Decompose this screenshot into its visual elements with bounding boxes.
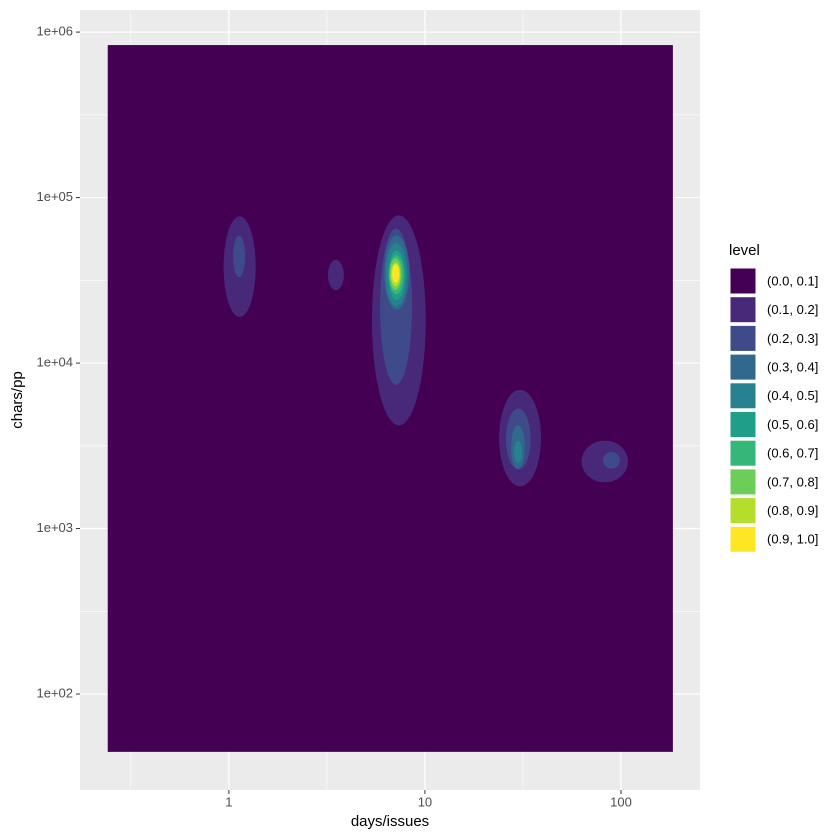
x-tick-label: 10 bbox=[418, 794, 432, 809]
y-tick-label: 1e+05 bbox=[36, 189, 73, 204]
legend-label: (0.3, 0.4] bbox=[767, 360, 818, 375]
legend-label: (0.9, 1.0] bbox=[767, 532, 818, 547]
legend-label: (0.2, 0.3] bbox=[767, 331, 818, 346]
legend-label: (0.7, 0.8] bbox=[767, 474, 818, 489]
y-tick-label: 1e+06 bbox=[36, 24, 73, 39]
legend-key bbox=[729, 439, 757, 467]
density-contour bbox=[514, 440, 523, 463]
y-tick-label: 1e+04 bbox=[36, 354, 73, 369]
legend-label: (0.8, 0.9] bbox=[767, 503, 818, 518]
y-tick-label: 1e+03 bbox=[36, 520, 73, 535]
x-tick-label: 100 bbox=[610, 794, 632, 809]
y-tick-label: 1e+02 bbox=[36, 685, 73, 700]
density-contour bbox=[233, 235, 246, 278]
legend-label: (0.6, 0.7] bbox=[767, 446, 818, 461]
density-contour bbox=[392, 264, 400, 283]
legend-label: (0.1, 0.2] bbox=[767, 302, 818, 317]
x-tick-label: 1 bbox=[225, 794, 232, 809]
legend-label: (0.0, 0.1] bbox=[767, 273, 818, 288]
legend-key bbox=[729, 324, 757, 352]
legend-key bbox=[729, 468, 757, 496]
legend-key bbox=[729, 353, 757, 381]
legend-key bbox=[729, 497, 757, 525]
legend-key bbox=[729, 382, 757, 410]
legend-key bbox=[729, 267, 757, 295]
legend-label: (0.5, 0.6] bbox=[767, 417, 818, 432]
legend-label: (0.4, 0.5] bbox=[767, 388, 818, 403]
legend-key bbox=[729, 411, 757, 438]
legend-key bbox=[729, 525, 757, 553]
legend-title: level bbox=[729, 242, 760, 259]
density-contour bbox=[327, 259, 344, 291]
density-contour bbox=[603, 452, 620, 469]
legend-key bbox=[729, 296, 757, 324]
x-axis-title: days/issues bbox=[351, 813, 429, 830]
y-axis-title: chars/pp bbox=[9, 371, 26, 429]
